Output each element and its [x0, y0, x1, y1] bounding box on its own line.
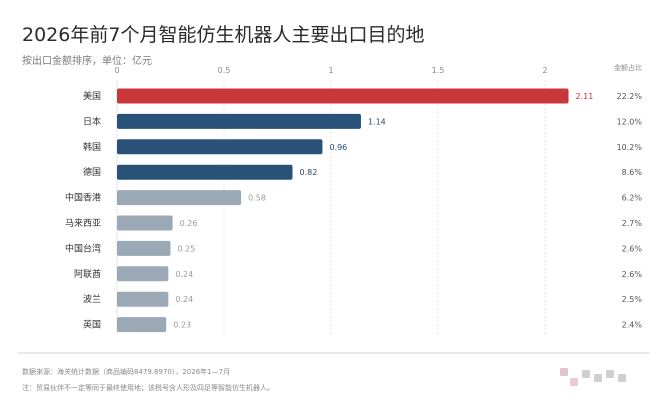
bar [117, 113, 361, 129]
x-tick-label: 1 [328, 66, 333, 75]
value-label: 0.82 [299, 168, 317, 177]
value-label: 1.14 [368, 117, 386, 126]
value-label-box [571, 89, 597, 103]
chart-subtitle: 按出口金额排序，单位：亿元 [22, 56, 152, 67]
category-label: 中国台湾 [65, 242, 101, 254]
source-footnote: 数据来源：海关统计数据（商品编码8479.8970），2026年1—7月 [22, 368, 231, 376]
bar [117, 190, 242, 206]
share-value: 2.6% [622, 270, 643, 279]
value-label: 0.23 [173, 321, 191, 330]
share-value: 22.2% [617, 92, 643, 101]
category-label: 波兰 [83, 293, 101, 305]
value-label: 0.24 [175, 270, 193, 279]
share-value: 2.6% [622, 244, 643, 253]
x-tick-label: 1.5 [432, 66, 445, 75]
share-value: 2.5% [622, 295, 643, 304]
share-value: 8.6% [622, 168, 643, 177]
share-value: 6.2% [622, 194, 643, 203]
bar [117, 266, 169, 282]
chart-title: 2026年前7个月智能仿生机器人主要出口目的地 [22, 24, 425, 46]
category-label: 英国 [83, 319, 101, 331]
bar [117, 317, 167, 333]
category-label: 德国 [83, 166, 101, 178]
value-label: 0.58 [248, 194, 266, 203]
category-label: 阿联酋 [74, 268, 101, 280]
bar [117, 291, 169, 307]
x-tick-label: 0.5 [218, 66, 231, 75]
category-label: 韩国 [83, 141, 101, 153]
bar [117, 88, 569, 104]
value-label: 0.96 [329, 143, 347, 152]
share-value: 2.7% [622, 219, 643, 228]
value-label: 0.26 [180, 219, 198, 228]
share-value: 12.0% [617, 117, 643, 126]
bar [117, 215, 173, 231]
note-footnote: 注：贸易伙伴不一定等同于最终使用地；该税号含人形及四足等智能仿生机器人。 [22, 384, 274, 392]
share-value: 2.4% [622, 321, 643, 330]
x-tick-label: 2 [542, 66, 547, 75]
share-column-header: 金额占比 [614, 63, 642, 72]
category-label: 马来西亚 [65, 218, 101, 229]
bar [117, 139, 323, 155]
x-tick-label: 0 [114, 66, 119, 75]
category-label: 日本 [83, 115, 101, 127]
value-label: 0.25 [178, 244, 196, 253]
bar [117, 164, 293, 180]
bar [117, 240, 171, 256]
category-label: 美国 [83, 90, 101, 102]
share-value: 10.2% [617, 143, 643, 152]
category-label: 中国香港 [65, 192, 101, 204]
value-label: 2.11 [576, 92, 594, 101]
value-label: 0.24 [175, 295, 193, 304]
